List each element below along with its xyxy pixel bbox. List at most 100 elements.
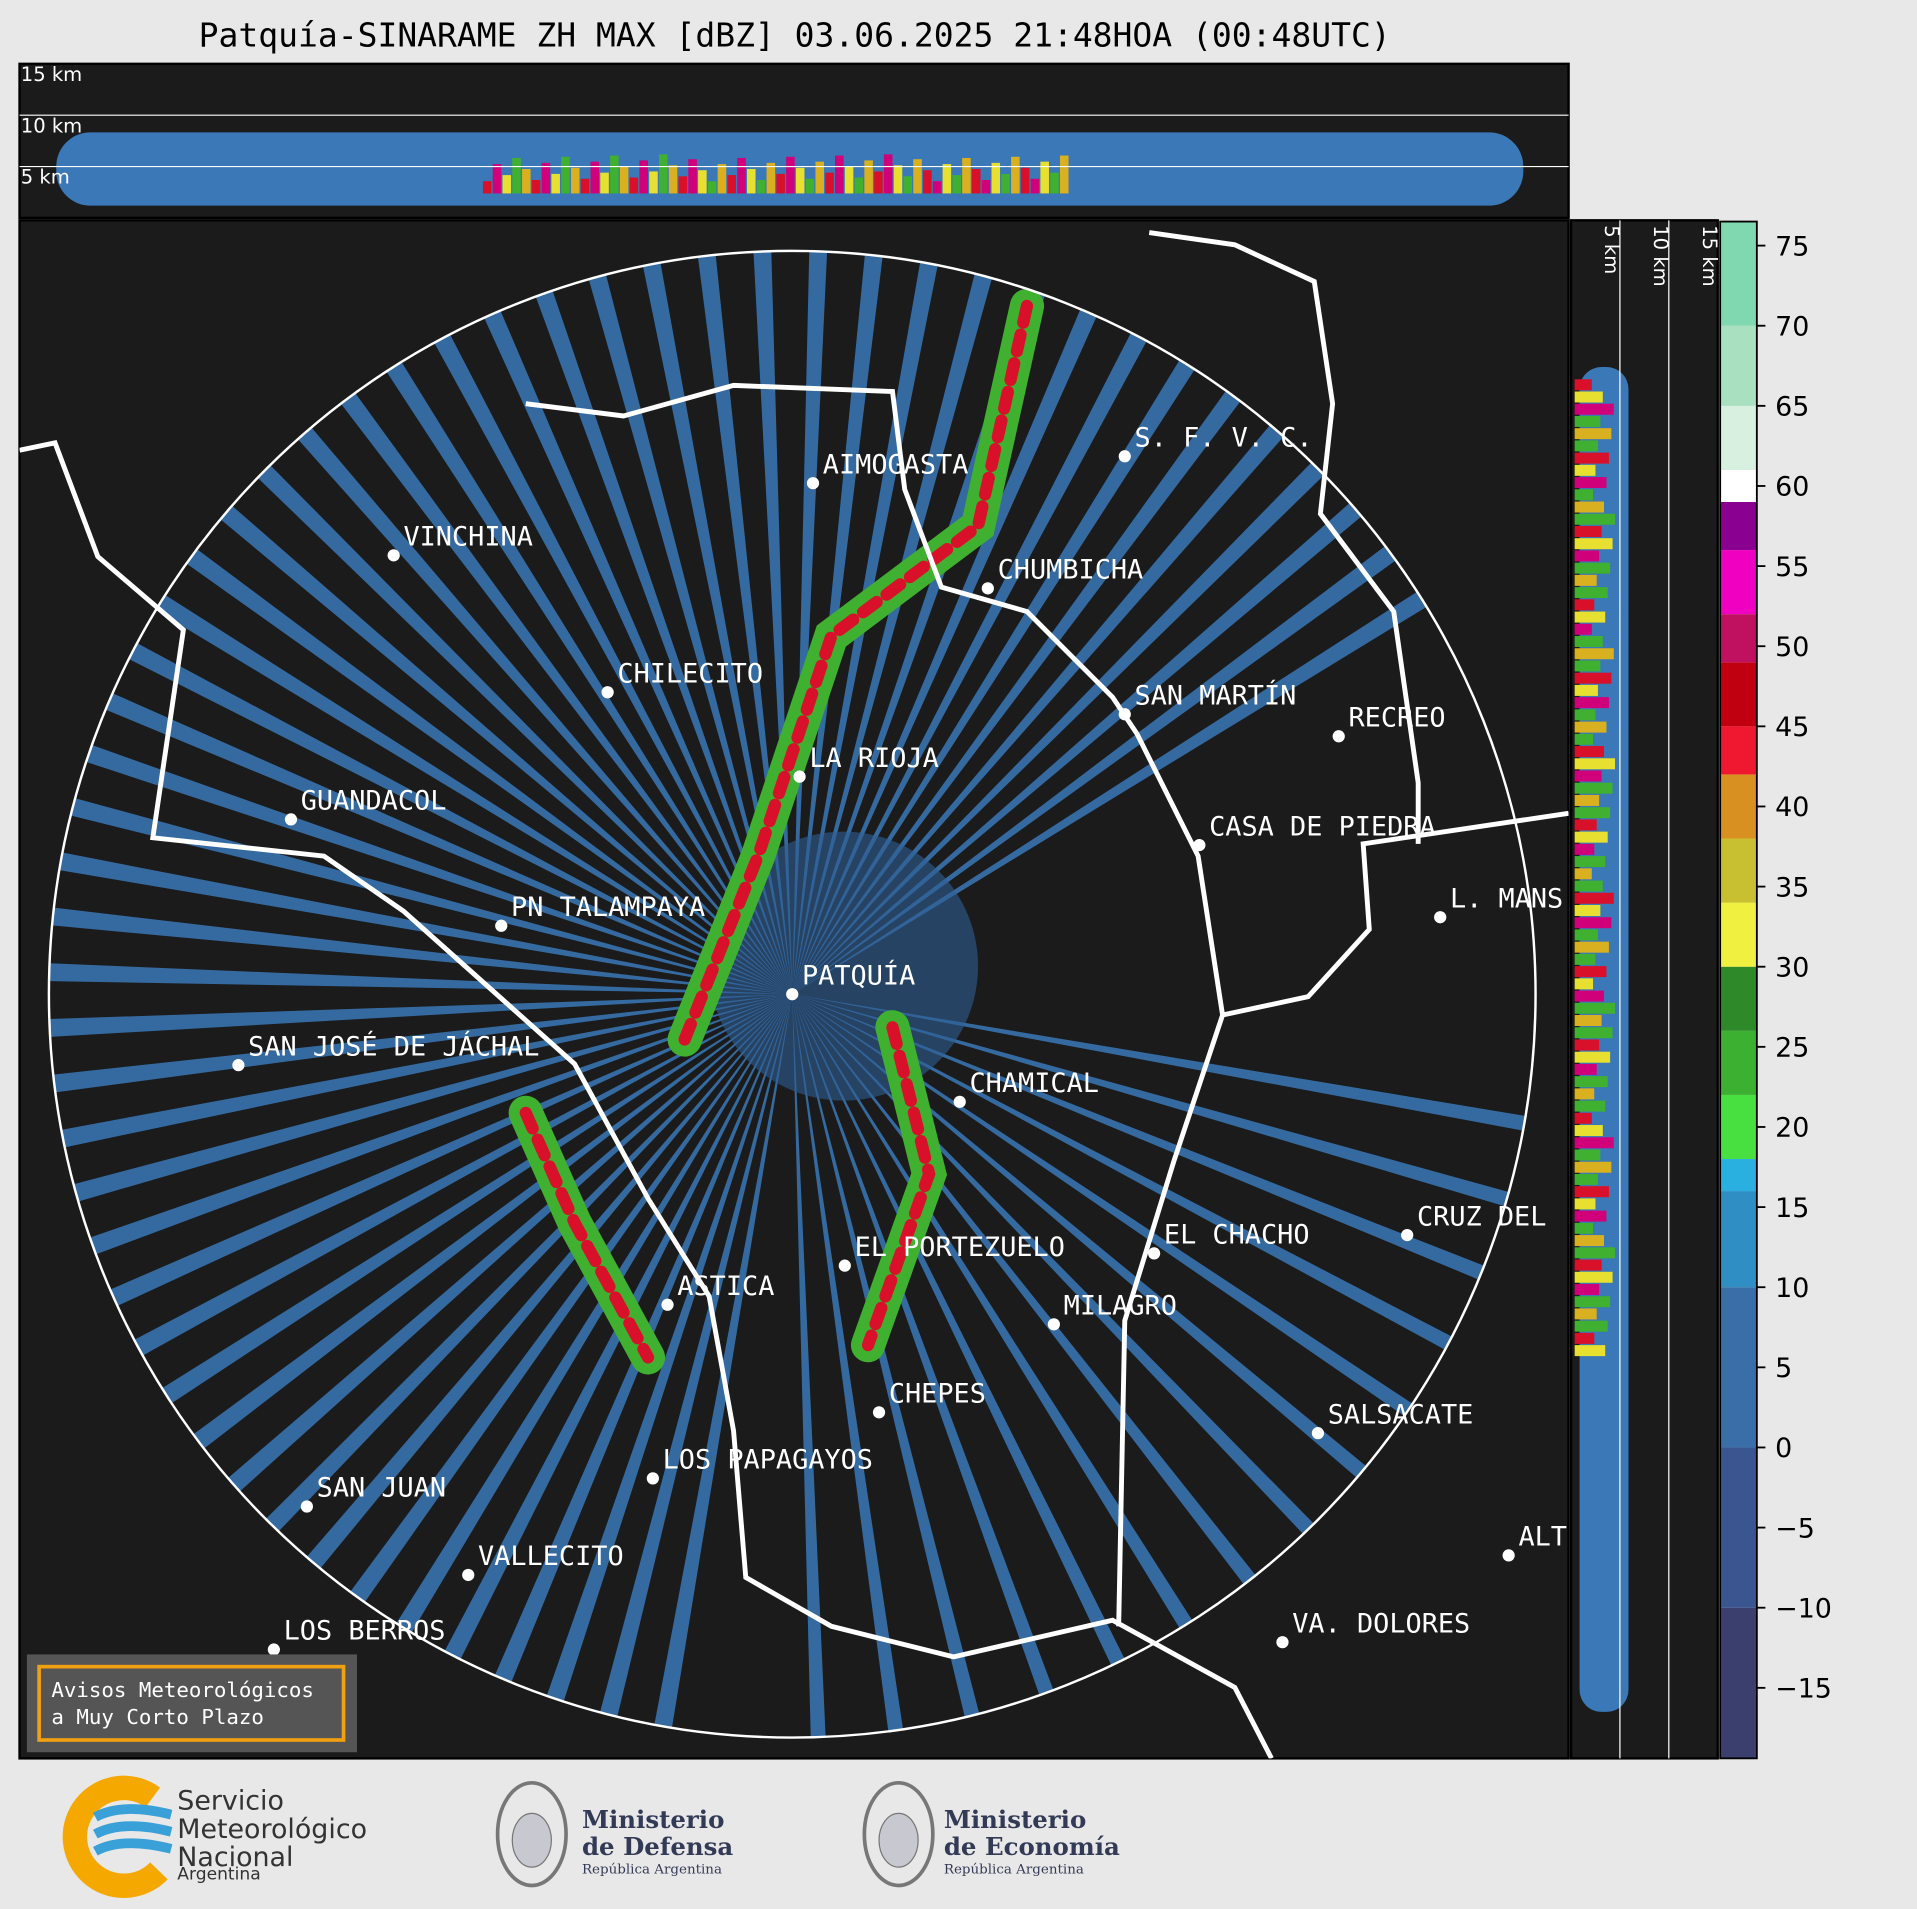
city-label: EL CHACHO [1164, 1220, 1310, 1251]
echo-cell [1574, 1247, 1616, 1259]
echo-ray [792, 309, 1097, 995]
echo-cell [1574, 1125, 1603, 1137]
echo-cell [570, 167, 580, 194]
echo-cell [923, 170, 932, 194]
city-dot [1434, 911, 1447, 924]
echo-cell [649, 171, 658, 194]
echo-cell [1574, 807, 1611, 819]
echo-cell [531, 179, 541, 194]
echo-cell [1574, 856, 1606, 868]
echo-cell [551, 173, 560, 194]
echo-ray [792, 251, 828, 995]
echo-cell [1574, 978, 1594, 990]
colorbar-segment [1720, 1287, 1757, 1448]
echo-cell [1574, 513, 1616, 525]
echo-cell [1574, 929, 1598, 941]
echo-cell [1574, 904, 1601, 916]
echo-cell [1574, 391, 1603, 403]
echo-cell [1574, 1088, 1595, 1100]
echo-cell [1574, 1198, 1596, 1210]
echo-cell [541, 162, 551, 194]
echo-cell [1574, 538, 1613, 550]
echo-cell [1574, 941, 1609, 953]
title: Patquía-SINARAME ZH MAX [dBZ] 03.06.2025… [199, 16, 1391, 55]
echo-cell [678, 176, 688, 194]
colorbar-segment [1720, 221, 1757, 326]
echo-cell [619, 166, 629, 194]
echo-cell [668, 165, 678, 194]
city-dot [1276, 1636, 1289, 1649]
echo-cell [1574, 525, 1602, 537]
ministry-text: Ministerio [582, 1805, 724, 1834]
echo-cell [1574, 721, 1607, 733]
echo-cell [893, 165, 903, 194]
colorbar-tick-label: 65 [1775, 392, 1809, 423]
colorbar-segment [1720, 774, 1757, 839]
city-label: CASA DE PIEDRA [1209, 811, 1436, 842]
colorbar-segment [1720, 1030, 1757, 1095]
echo-cell [1574, 636, 1603, 648]
echo-cell [1574, 599, 1595, 611]
colorbar-tick-label: 5 [1775, 1353, 1792, 1384]
colorbar-segment [1720, 902, 1757, 967]
coat-of-arms [495, 1780, 568, 1888]
city-label: RECREO [1349, 702, 1446, 733]
echo-ray [193, 994, 793, 1449]
echo-cell [1574, 819, 1597, 831]
city-dot [284, 813, 298, 826]
notice-text: a Muy Corto Plazo [51, 1705, 264, 1729]
echo-cell [1574, 746, 1605, 758]
colorbar-tick-label: 45 [1775, 712, 1809, 743]
echo-cell [971, 168, 981, 194]
province-border [1222, 810, 1569, 1018]
echo-ray [792, 994, 1485, 1280]
echo-cell [639, 160, 648, 194]
echo-cell [854, 177, 864, 194]
ministry-text: Ministerio [944, 1805, 1086, 1834]
echo-cell [1574, 660, 1601, 672]
city-label: VINCHINA [403, 522, 532, 553]
colorbar-segment [1720, 501, 1757, 551]
city-dot [981, 582, 994, 595]
city-label: VA. DOLORES [1292, 1608, 1470, 1639]
echo-ray [792, 994, 904, 1732]
echo-cell [1574, 1296, 1611, 1308]
echo-ray [89, 994, 793, 1255]
echo-ray [49, 963, 793, 995]
echo-cell [1574, 1100, 1606, 1112]
echo-cell [1574, 1320, 1608, 1332]
smn-logo-wave [93, 1838, 173, 1856]
echo-cell [737, 157, 746, 194]
echo-cell [698, 170, 707, 194]
smn-logo-text: Argentina [177, 1864, 260, 1884]
echo-ray [535, 290, 793, 995]
echo-cell [1574, 611, 1606, 623]
echo-ray [186, 549, 793, 995]
city-dot [1118, 708, 1131, 721]
ministry-text: de Defensa [582, 1832, 733, 1861]
city-dot [1311, 1427, 1325, 1440]
echo-cell [913, 159, 922, 194]
echo-cell [1574, 1015, 1602, 1027]
echo-cell [1574, 770, 1602, 782]
city-dot [661, 1298, 674, 1311]
echo-cell [1574, 1271, 1613, 1283]
echo-cell [1574, 1308, 1597, 1320]
city-label: LOS BERROS [284, 1616, 446, 1647]
echo-cell [942, 164, 952, 194]
smn-logo-ring [62, 1775, 168, 1898]
echo-ray [792, 390, 1241, 995]
smn-logo-text: Meteorológico [177, 1814, 367, 1845]
echo-cell [1574, 489, 1594, 501]
city-dot [232, 1059, 245, 1072]
echo-cell [1574, 831, 1608, 843]
echo-cell [1574, 1173, 1598, 1185]
height-label: 10 km [1649, 225, 1672, 286]
echo-cell [1574, 1345, 1606, 1357]
smn-logo-wave [93, 1821, 173, 1839]
echo-cell [1050, 172, 1059, 194]
colorbar-segment [1720, 1447, 1757, 1608]
province-border [1148, 230, 1421, 844]
echo-cell [1574, 1210, 1607, 1222]
